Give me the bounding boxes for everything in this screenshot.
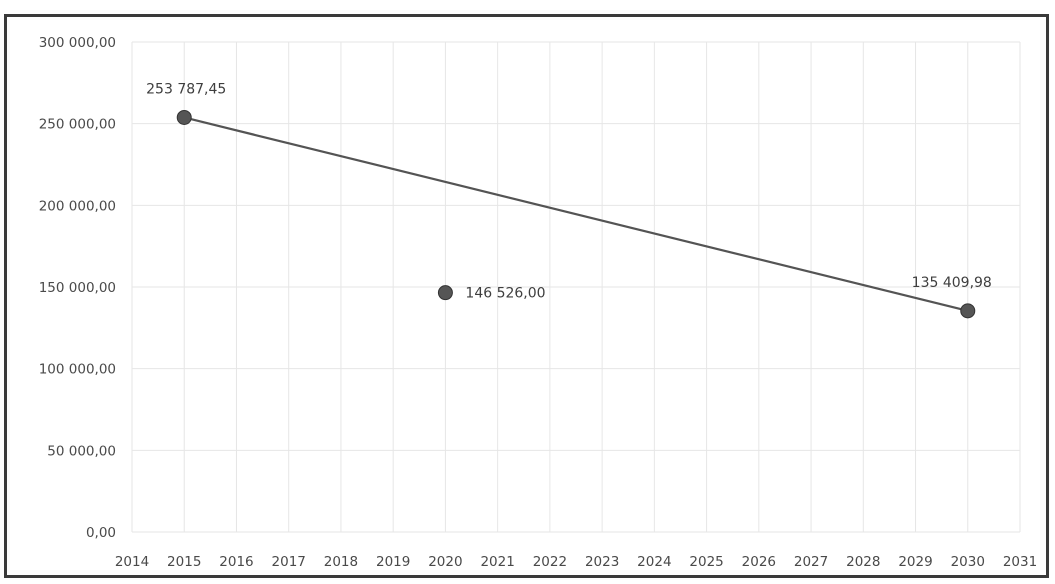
x-tick-label: 2014 (115, 554, 149, 570)
x-tick-label: 2029 (898, 554, 932, 570)
grid-layer (131, 41, 1021, 533)
x-tick-label: 2017 (272, 554, 306, 570)
point-layer (176, 109, 976, 319)
y-tick-label: 50 000,00 (47, 443, 116, 459)
trend-line (183, 116, 969, 312)
y-tick-label: 150 000,00 (39, 280, 116, 296)
y-tick-label: 0,00 (86, 525, 116, 541)
x-tick-label: 2028 (846, 554, 880, 570)
x-tick-label: 2024 (637, 554, 671, 570)
chart-frame (4, 14, 1049, 578)
data-label: 253 787,45 (146, 81, 226, 97)
x-tick-label: 2031 (1003, 554, 1037, 570)
y-tick-label: 200 000,00 (39, 198, 116, 214)
y-tick-label: 300 000,00 (39, 35, 116, 51)
x-tick-label: 2021 (480, 554, 514, 570)
x-tick-label: 2026 (742, 554, 776, 570)
line-layer (183, 116, 969, 312)
data-label: 146 526,00 (465, 286, 545, 302)
data-point (437, 285, 453, 301)
label-layer: 253 787,45 146 526,00 135 409,98 (146, 81, 992, 301)
x-tick-label: 2020 (428, 554, 462, 570)
y-tick-label: 250 000,00 (39, 117, 116, 133)
y-tick-label: 100 000,00 (39, 362, 116, 378)
data-point (176, 109, 192, 125)
x-tick-label: 2025 (689, 554, 723, 570)
x-tick-label: 2015 (167, 554, 201, 570)
x-tick-label: 2016 (219, 554, 253, 570)
x-tick-label: 2030 (951, 554, 985, 570)
x-tick-label: 2022 (533, 554, 567, 570)
data-point (960, 303, 976, 319)
x-tick-label: 2019 (376, 554, 410, 570)
data-label: 135 409,98 (912, 275, 992, 291)
x-tick-label: 2027 (794, 554, 828, 570)
x-tick-label: 2018 (324, 554, 358, 570)
x-tick-label: 2023 (585, 554, 619, 570)
tick-layer: 0,00 50 000,00 100 000,00 150 000,00 200 000… (39, 35, 1037, 570)
